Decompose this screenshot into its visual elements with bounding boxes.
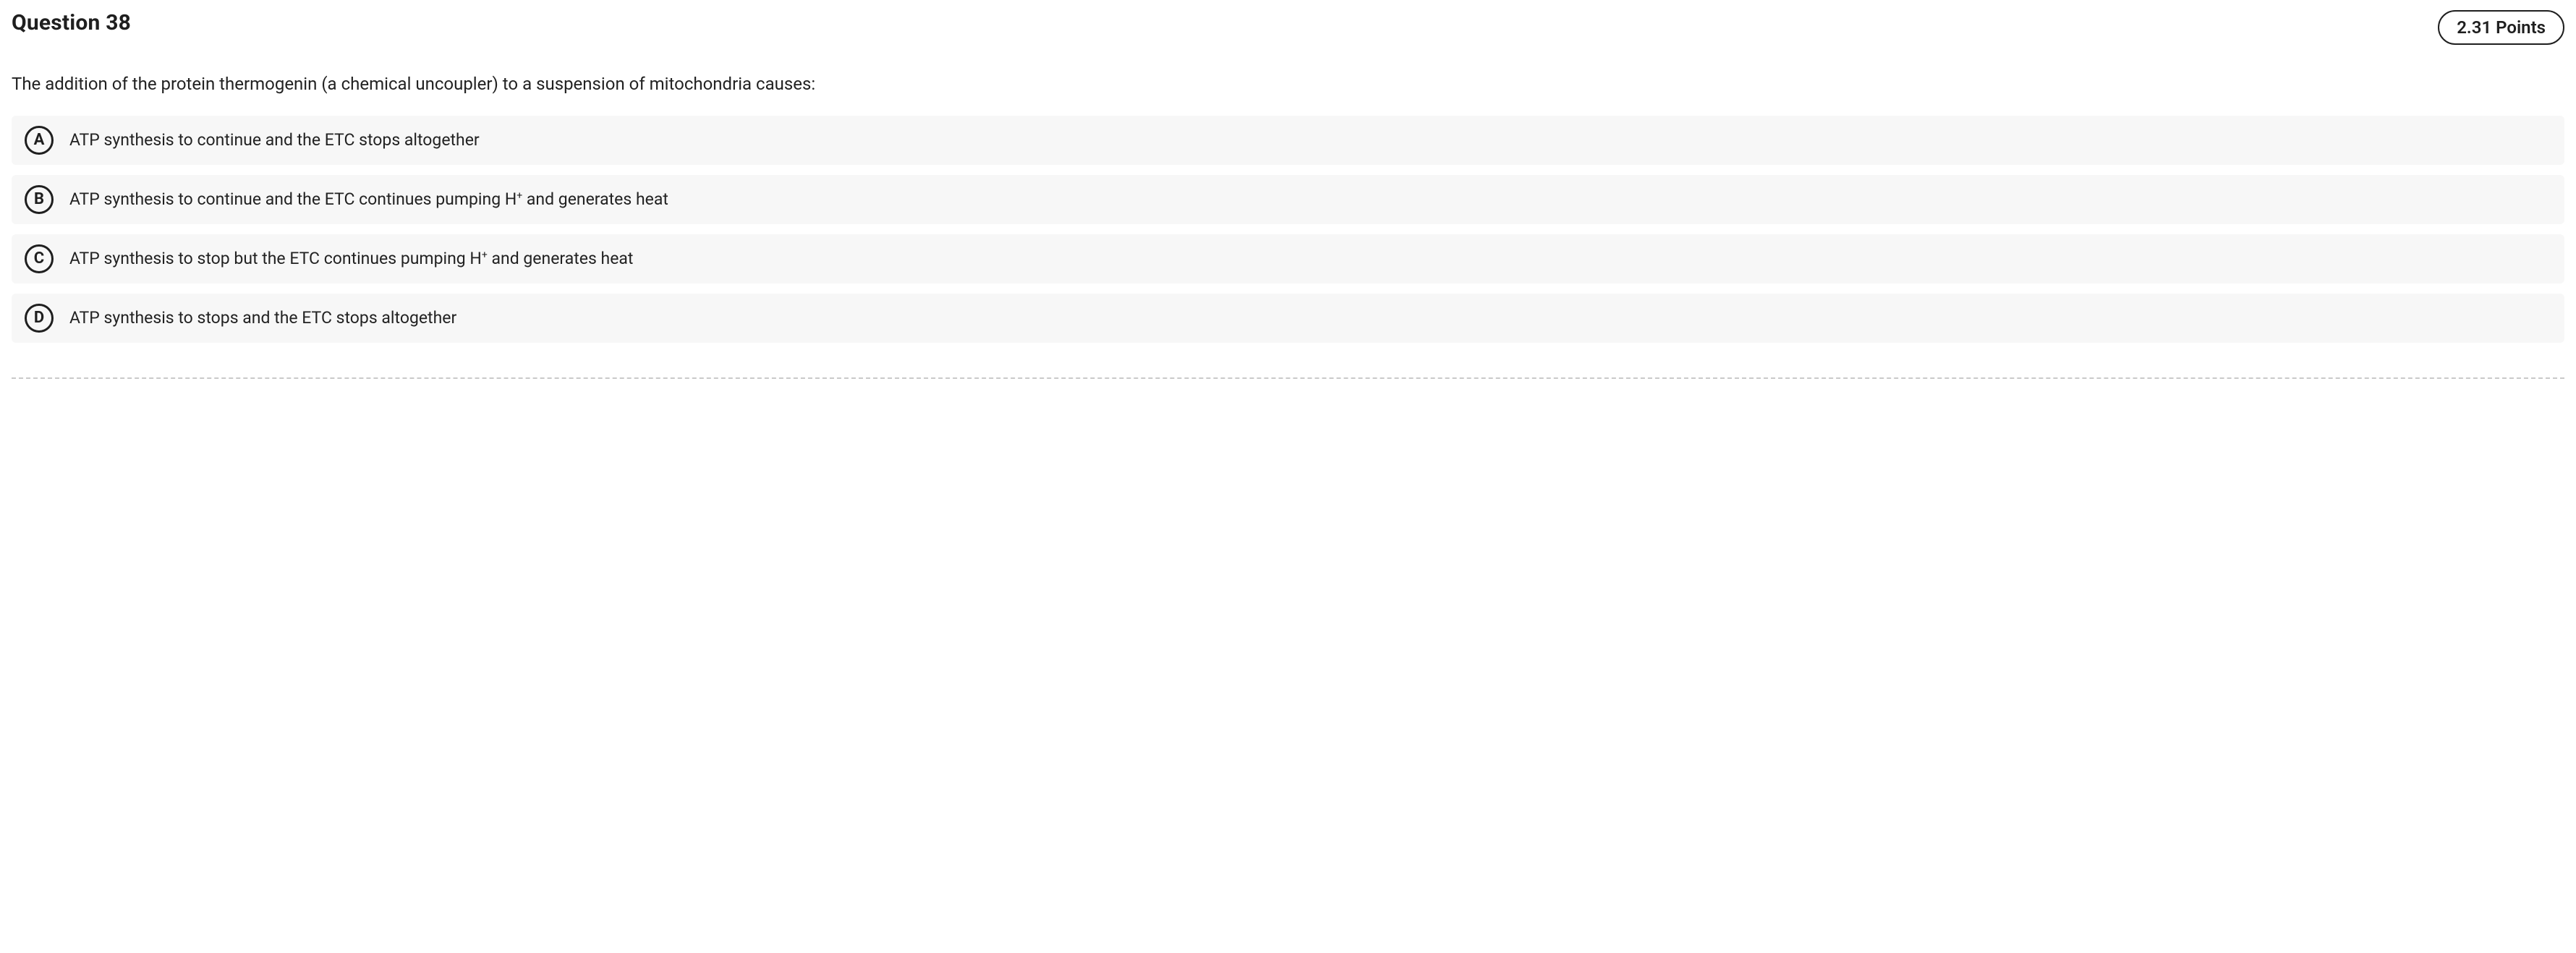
answer-sup: + [517, 189, 522, 201]
answer-option-c[interactable]: C ATP synthesis to stop but the ETC cont… [12, 234, 2564, 283]
answer-text-pre: ATP synthesis to continue and the ETC co… [69, 189, 517, 209]
points-badge: 2.31 Points [2438, 10, 2564, 45]
answer-option-b[interactable]: B ATP synthesis to continue and the ETC … [12, 175, 2564, 224]
answer-text: ATP synthesis to continue and the ETC co… [69, 188, 668, 210]
answer-letter: C [25, 244, 54, 273]
answer-text-post: and generates heat [488, 249, 634, 268]
question-block: Question 38 2.31 Points The addition of … [0, 0, 2576, 379]
answer-text: ATP synthesis to stops and the ETC stops… [69, 307, 456, 329]
section-divider [12, 377, 2564, 379]
answer-text: ATP synthesis to continue and the ETC st… [69, 129, 480, 151]
answer-text-pre: ATP synthesis to stop but the ETC contin… [69, 249, 482, 268]
answer-letter: D [25, 304, 54, 333]
answer-letter: B [25, 185, 54, 214]
answer-sup: + [482, 249, 488, 260]
answer-text-post: and generates heat [522, 189, 668, 209]
answer-text: ATP synthesis to stop but the ETC contin… [69, 247, 633, 270]
question-title: Question 38 [12, 10, 131, 35]
question-header: Question 38 2.31 Points [12, 10, 2564, 45]
answer-option-a[interactable]: A ATP synthesis to continue and the ETC … [12, 116, 2564, 165]
answer-option-d[interactable]: D ATP synthesis to stops and the ETC sto… [12, 294, 2564, 343]
answer-list: A ATP synthesis to continue and the ETC … [12, 116, 2564, 343]
question-prompt: The addition of the protein thermogenin … [12, 72, 2564, 97]
answer-letter: A [25, 126, 54, 155]
